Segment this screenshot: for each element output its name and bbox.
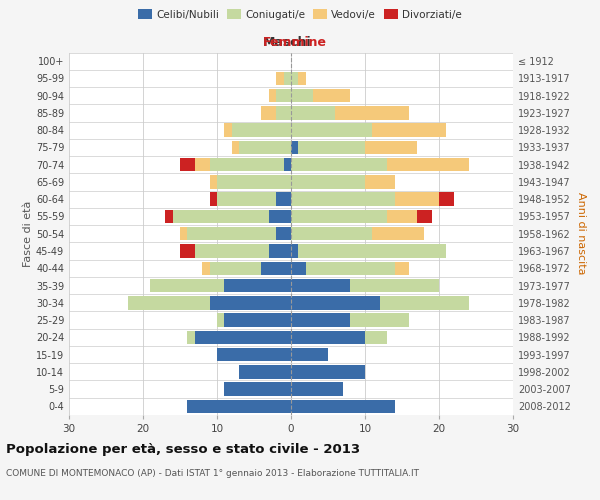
Bar (209, 262, 262, 275)
Bar (291, 262, 306, 275)
Bar (335, 106, 409, 120)
Bar (291, 106, 335, 120)
Legend: Celibi/Nubili, Coniugati/e, Vedovi/e, Divorziati/e: Celibi/Nubili, Coniugati/e, Vedovi/e, Di… (134, 5, 466, 24)
Bar (291, 330, 365, 344)
Bar (195, 330, 291, 344)
Bar (217, 348, 291, 362)
Bar (365, 330, 387, 344)
Bar (365, 140, 417, 154)
Bar (269, 89, 276, 102)
Bar (291, 140, 298, 154)
Bar (291, 314, 350, 327)
Bar (291, 158, 387, 172)
Bar (195, 244, 269, 258)
Bar (380, 296, 469, 310)
Bar (284, 158, 291, 172)
Bar (224, 279, 291, 292)
Bar (224, 124, 232, 137)
Bar (209, 175, 217, 188)
Bar (387, 158, 469, 172)
Bar (284, 72, 291, 85)
Bar (187, 330, 195, 344)
Bar (291, 348, 328, 362)
Bar (173, 210, 269, 223)
Bar (276, 227, 291, 240)
Bar (187, 400, 291, 413)
Bar (298, 244, 446, 258)
Bar (291, 192, 395, 206)
Bar (350, 279, 439, 292)
Bar (350, 314, 409, 327)
Bar (180, 244, 195, 258)
Text: COMUNE DI MONTEMONACO (AP) - Dati ISTAT 1° gennaio 2013 - Elaborazione TUTTITALI: COMUNE DI MONTEMONACO (AP) - Dati ISTAT … (6, 468, 419, 477)
Bar (291, 400, 395, 413)
Bar (165, 210, 173, 223)
Bar (276, 192, 291, 206)
Bar (209, 192, 217, 206)
Bar (269, 244, 291, 258)
Bar (224, 382, 291, 396)
Bar (365, 175, 395, 188)
Bar (306, 262, 395, 275)
Bar (262, 262, 291, 275)
Text: Femmine: Femmine (263, 36, 326, 49)
Bar (373, 227, 424, 240)
Bar (217, 314, 224, 327)
Bar (128, 296, 209, 310)
Bar (276, 89, 291, 102)
Bar (239, 140, 291, 154)
Bar (217, 192, 276, 206)
Bar (373, 124, 446, 137)
Bar (276, 72, 284, 85)
Bar (291, 279, 350, 292)
Text: Popolazione per età, sesso e stato civile - 2013: Popolazione per età, sesso e stato civil… (6, 442, 360, 456)
Bar (262, 106, 276, 120)
Bar (291, 365, 365, 378)
Bar (395, 262, 409, 275)
Bar (291, 296, 380, 310)
Y-axis label: Anni di nascita: Anni di nascita (576, 192, 586, 275)
Bar (291, 175, 365, 188)
Bar (202, 262, 209, 275)
Bar (209, 158, 284, 172)
Bar (387, 210, 417, 223)
Bar (187, 227, 276, 240)
Bar (313, 89, 350, 102)
Bar (151, 279, 224, 292)
Bar (395, 192, 439, 206)
Bar (232, 124, 291, 137)
Bar (298, 72, 306, 85)
Bar (224, 314, 291, 327)
Bar (232, 140, 239, 154)
Bar (180, 158, 195, 172)
Bar (209, 296, 291, 310)
Y-axis label: Fasce di età: Fasce di età (23, 200, 33, 267)
Bar (439, 192, 454, 206)
Bar (291, 210, 387, 223)
Bar (180, 227, 187, 240)
Bar (276, 106, 291, 120)
Bar (217, 175, 291, 188)
Bar (291, 89, 313, 102)
Bar (291, 382, 343, 396)
Bar (417, 210, 431, 223)
Bar (239, 365, 291, 378)
Bar (269, 210, 291, 223)
Bar (291, 244, 298, 258)
Bar (298, 140, 365, 154)
Text: Maschi: Maschi (263, 36, 311, 49)
Bar (291, 72, 298, 85)
Bar (291, 124, 373, 137)
Bar (195, 158, 209, 172)
Bar (291, 227, 373, 240)
